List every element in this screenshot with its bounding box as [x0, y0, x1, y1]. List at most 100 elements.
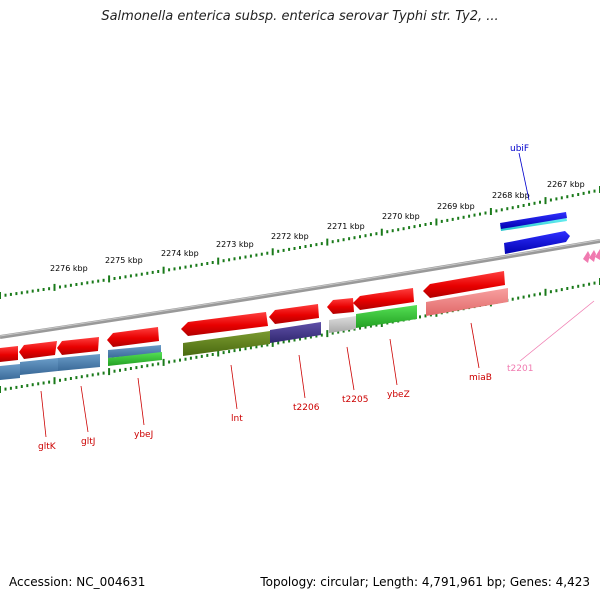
accession-value: NC_004631: [76, 575, 146, 589]
gene-ybeJ-block-steel[interactable]: [108, 345, 161, 358]
scale-tick-minor: [146, 364, 149, 368]
scale-tick-minor: [184, 265, 187, 269]
scale-tick-minor: [359, 326, 361, 330]
leader-line-t2206: [298, 354, 306, 399]
scale-tick-minor: [119, 276, 121, 280]
gene-label-miaB: miaB: [469, 373, 492, 383]
scale-tick-minor: [37, 288, 40, 292]
leader-line-ybeZ: [389, 338, 398, 386]
scale-tick-minor: [255, 345, 258, 349]
scale-tick-minor: [555, 197, 558, 201]
scale-tick-minor: [320, 242, 323, 246]
gene-ubiF-blue-upper[interactable]: [500, 212, 567, 229]
scale-tick-minor: [233, 349, 236, 353]
scale-tick-minor: [440, 219, 443, 223]
gene-gltJ-arrow[interactable]: [57, 337, 99, 355]
scale-tick-minor: [588, 190, 591, 194]
gene-t2205-arrow[interactable]: [327, 298, 354, 314]
gene-ybeZ-block[interactable]: [356, 305, 417, 328]
gene-miaB-arrow[interactable]: [423, 271, 505, 298]
scale-tick-minor: [353, 236, 356, 240]
scale-tick-major: [271, 248, 274, 256]
scale-label: 2272 kbp: [271, 232, 309, 241]
trna-arrow[interactable]: [595, 249, 600, 260]
scale-tick-major: [435, 218, 438, 226]
scale-label: 2274 kbp: [161, 249, 199, 258]
scale-tick-minor: [97, 279, 100, 283]
scale-tick-minor: [129, 367, 132, 370]
scale-tick-major: [53, 283, 56, 291]
scale-tick-minor: [4, 293, 7, 297]
scale-tick-minor: [86, 281, 89, 285]
scale-tick-minor: [239, 256, 241, 260]
scale-tick-minor: [315, 334, 318, 338]
scale-tick-minor: [15, 292, 18, 296]
trna-t2201-arrow[interactable]: [583, 251, 590, 263]
scale-tick-minor: [391, 229, 394, 233]
gene-gltK-block[interactable]: [20, 358, 58, 375]
leader-line-miaB: [470, 322, 480, 369]
scale-tick-minor: [364, 234, 367, 238]
gene-ubiF[interactable]: [504, 231, 570, 254]
gene-t2205-block[interactable]: [329, 316, 356, 333]
map-title: Salmonella enterica subsp. enterica sero…: [101, 9, 499, 24]
scale-tick-major: [162, 266, 165, 274]
scale-tick-minor: [560, 196, 563, 200]
scale-tick-minor: [249, 254, 252, 258]
scale-tick-minor: [173, 267, 176, 271]
scale-tick-minor: [4, 387, 7, 391]
scale-tick-minor: [337, 239, 340, 243]
scale-tick-minor: [129, 274, 132, 278]
scale-tick-minor: [593, 189, 596, 193]
scale-tick-minor: [277, 341, 280, 345]
scale-tick-minor: [189, 356, 192, 360]
scale-tick-minor: [369, 324, 372, 328]
scale-tick-minor: [113, 277, 116, 280]
gene-label-gltJ: gltJ: [81, 437, 95, 447]
scale-tick-minor: [331, 331, 334, 335]
gene-t2206-arrow[interactable]: [269, 304, 319, 324]
scale-tick-minor: [582, 191, 585, 195]
gene-ybeZ-arrow[interactable]: [353, 288, 414, 310]
scale-tick-minor: [9, 292, 12, 296]
scale-tick-minor: [135, 366, 138, 370]
accession-label: Accession:: [9, 575, 73, 589]
gene-ybeJ-block-green[interactable]: [108, 352, 162, 366]
scale-tick-minor: [293, 338, 296, 342]
scale-tick-major: [108, 275, 111, 283]
gene-t2206-block[interactable]: [270, 322, 321, 343]
scale-tick-minor: [151, 363, 154, 367]
gene-block-steel[interactable]: [0, 364, 20, 380]
scale-tick-minor: [20, 385, 23, 388]
trna-arrow[interactable]: [589, 250, 596, 262]
scale-tick-minor: [446, 218, 449, 222]
scale-tick-minor: [528, 294, 531, 298]
scale-tick-minor: [91, 373, 94, 377]
scale-tick-minor: [566, 195, 569, 199]
gene-lnt-arrow[interactable]: [181, 312, 268, 336]
scale-tick-minor: [408, 226, 411, 230]
scale-tick-minor: [189, 264, 192, 268]
scale-tick-minor: [26, 290, 29, 294]
scale-tick-minor: [64, 377, 67, 381]
scale-tick-minor: [48, 380, 51, 384]
scale-tick-minor: [533, 293, 536, 297]
scale-label: 2267 kbp: [547, 180, 585, 189]
scale-tick-major: [271, 339, 274, 347]
scale-tick-minor: [593, 281, 596, 285]
gene-label-ybeZ: ybeZ: [387, 390, 410, 400]
scale-tick-minor: [173, 359, 176, 363]
gene-gltK-arrow[interactable]: [19, 341, 57, 359]
gene-gltJ-block[interactable]: [58, 354, 100, 371]
gene-ybeJ-arrow[interactable]: [107, 327, 159, 347]
leader-line-ybeJ: [137, 377, 145, 426]
scale-tick-minor: [157, 270, 160, 273]
gene-lnt-block[interactable]: [183, 331, 270, 356]
gene-arrow[interactable]: [0, 346, 18, 362]
scale-tick-major: [0, 292, 1, 299]
scale-tick-minor: [549, 198, 552, 202]
gene-label-t2205: t2205: [342, 395, 368, 405]
gene-miaB-block[interactable]: [426, 288, 508, 316]
scale-tick-minor: [364, 325, 367, 329]
scale-tick-minor: [413, 225, 416, 229]
